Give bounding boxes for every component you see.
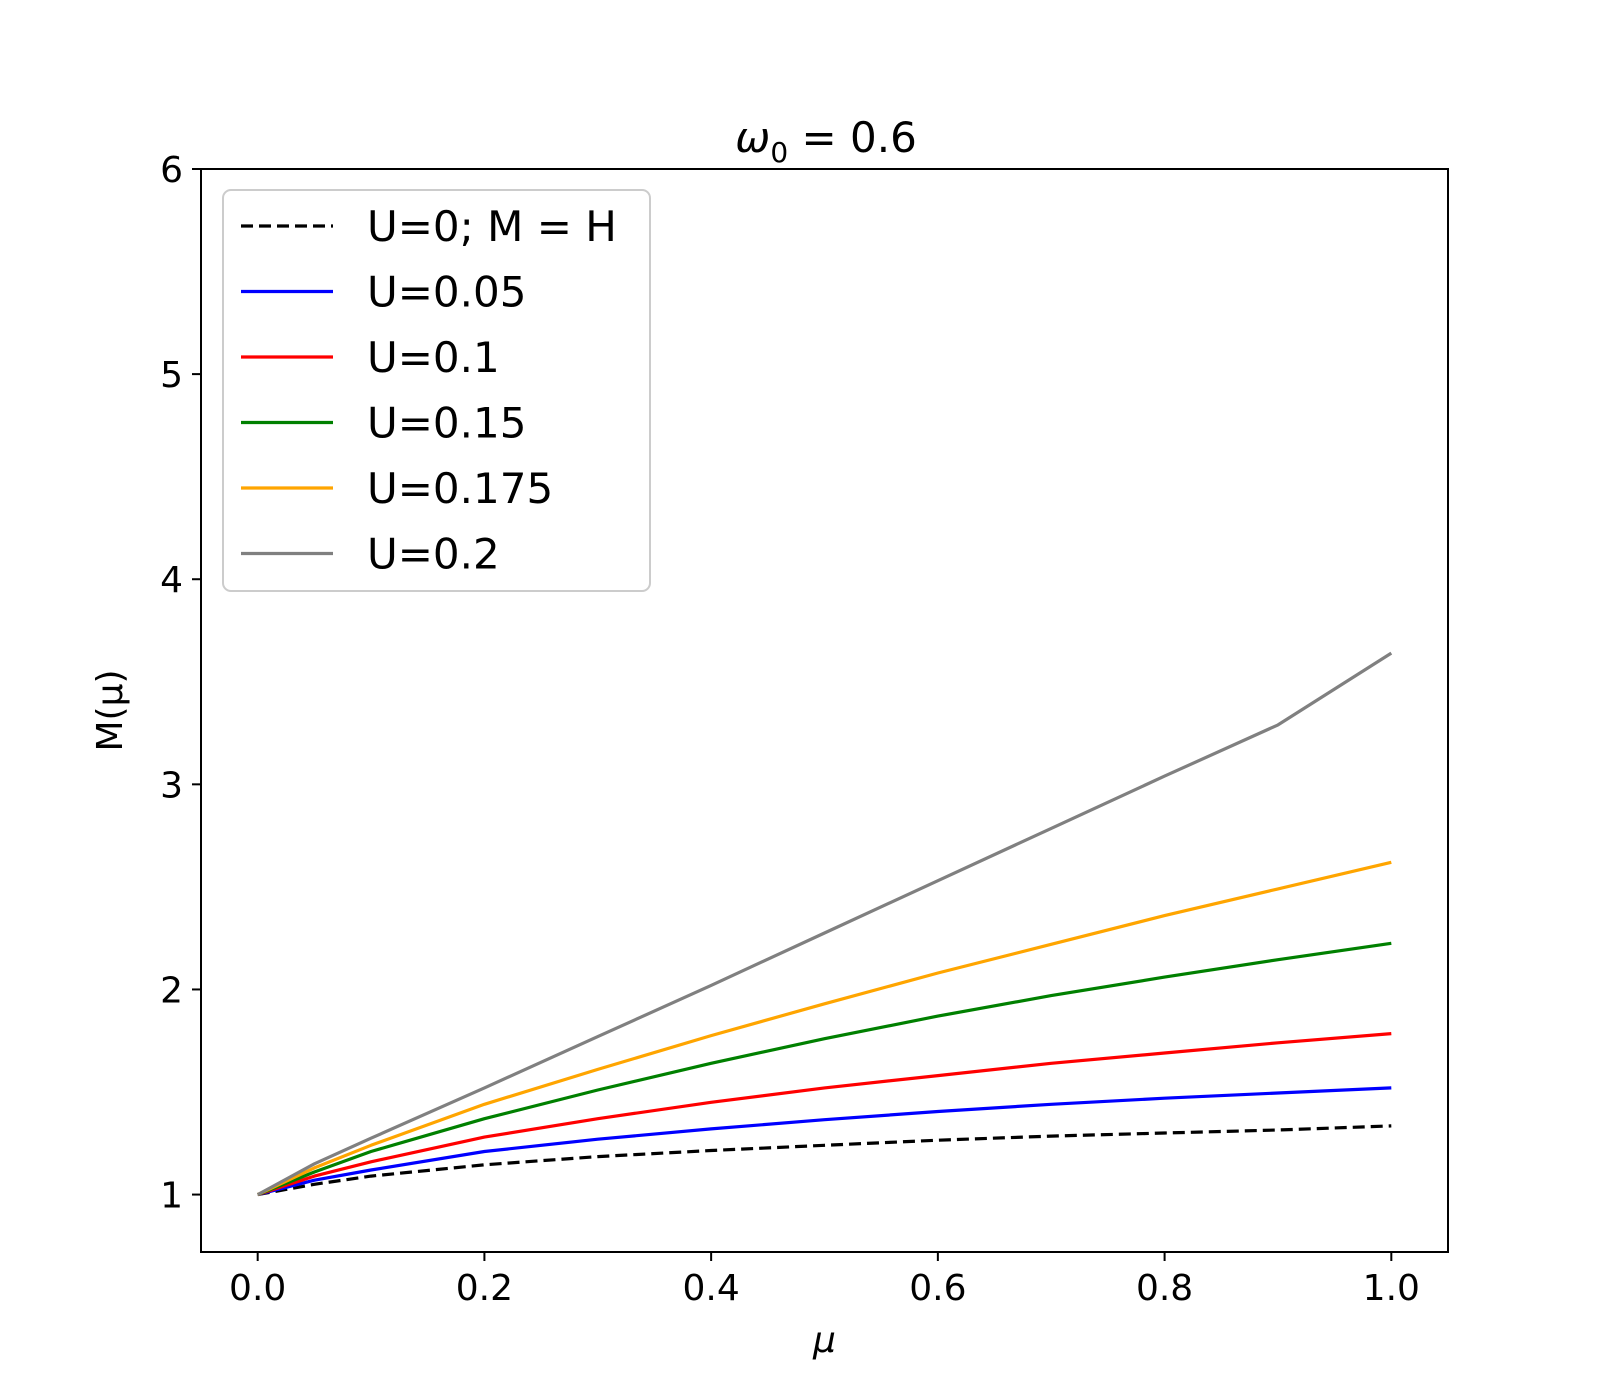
- title-value: = 0.6: [788, 113, 917, 162]
- y-tick-label: 1: [160, 1176, 183, 1217]
- series-line-0: [257, 1124, 1392, 1197]
- x-tick-label: 0.2: [456, 1268, 513, 1309]
- chart-title: ω0 = 0.6: [735, 113, 917, 169]
- x-tick-label: 0.4: [683, 1268, 740, 1309]
- y-axis-label: M(μ): [90, 669, 131, 751]
- legend: U=0; M = H U=0.05 U=0.1 U=0.15 U=0.175 U=0.2: [222, 189, 651, 592]
- x-tick-label: 1.0: [1363, 1268, 1420, 1309]
- x-tick-label: 0.6: [909, 1268, 966, 1309]
- series-line-2: [257, 1032, 1392, 1197]
- title-subscript: 0: [770, 136, 788, 169]
- x-axis-label: μ: [812, 1320, 836, 1361]
- plot-frame: [200, 168, 1449, 1253]
- legend-label: U=0.05: [367, 268, 526, 317]
- legend-label: U=0.175: [367, 464, 553, 513]
- legend-label: U=0; M = H: [367, 202, 617, 251]
- series-line-4: [257, 860, 1392, 1197]
- x-tick-label: 0.0: [229, 1268, 286, 1309]
- y-tick-label: 2: [160, 970, 183, 1011]
- series-line-5: [256, 651, 1393, 1197]
- x-axis: 0.0 0.2 0.4 0.6 0.8 1.0: [229, 1252, 1420, 1309]
- series-line-1: [257, 1086, 1392, 1197]
- legend-label: U=0.15: [367, 399, 526, 448]
- series-line-3: [257, 941, 1392, 1197]
- legend-label: U=0.1: [367, 333, 500, 382]
- y-tick-label: 5: [160, 355, 183, 396]
- y-tick-label: 6: [160, 150, 183, 191]
- y-tick-label: 4: [160, 560, 183, 601]
- x-tick-label: 0.8: [1136, 1268, 1193, 1309]
- series-layer: [256, 651, 1393, 1197]
- y-axis: 1 2 3 4 5 6: [160, 150, 201, 1217]
- legend-label: U=0.2: [367, 530, 500, 579]
- y-tick-label: 3: [160, 765, 183, 806]
- title-symbol: ω: [735, 113, 770, 162]
